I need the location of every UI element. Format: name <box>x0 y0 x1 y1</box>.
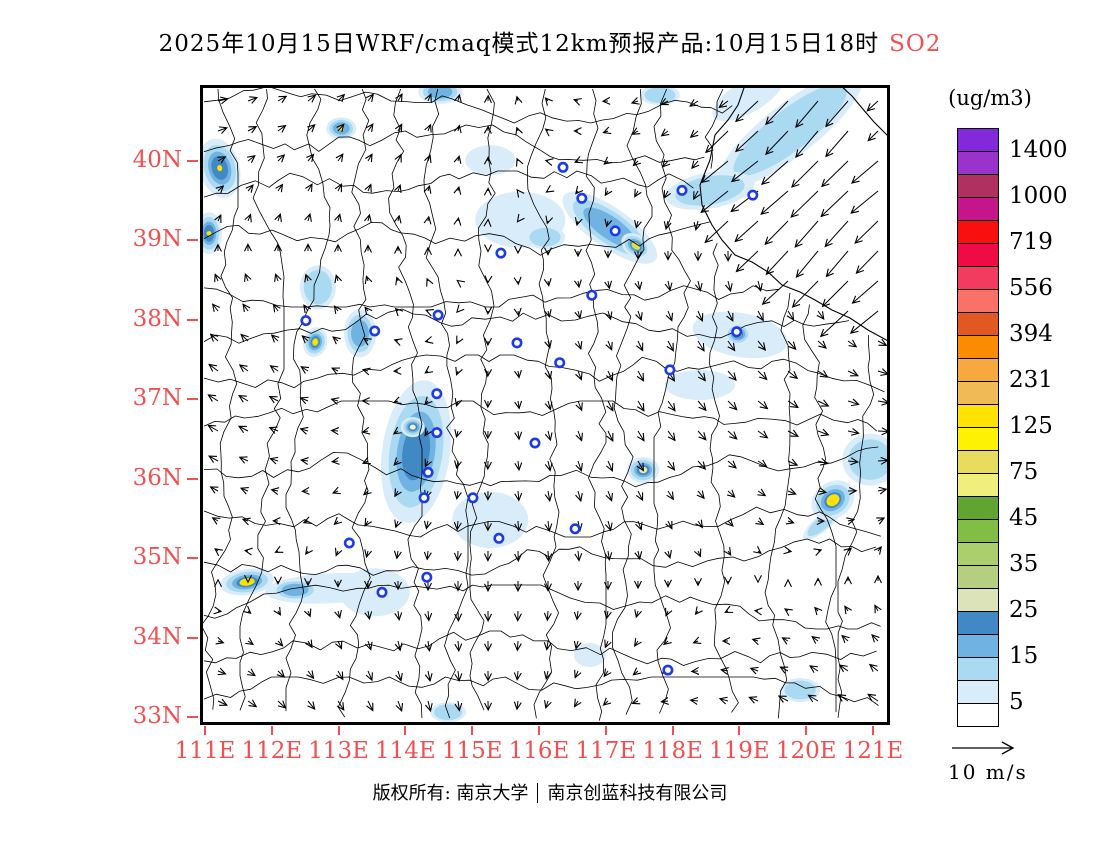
legend-swatch <box>957 312 999 336</box>
legend-swatch <box>957 450 999 474</box>
county-boundaries <box>203 88 885 721</box>
footer-divider <box>537 783 539 803</box>
lat-tick-label: 33N <box>132 703 182 729</box>
lon-tick-mark <box>805 726 808 735</box>
lon-tick-mark <box>471 726 474 735</box>
lon-tick-mark <box>738 726 741 735</box>
legend-swatch <box>957 404 999 428</box>
legend-value-label: 25 <box>1009 597 1039 623</box>
lon-tick-mark <box>204 726 206 735</box>
legend-value-label: 719 <box>1009 229 1053 255</box>
lon-tick-label: 115E <box>441 738 503 764</box>
legend-swatch <box>957 611 999 635</box>
legend-value-label: 75 <box>1009 459 1039 485</box>
lon-tick-mark <box>270 726 273 735</box>
lon-tick-mark <box>604 726 607 735</box>
lon-tick-mark <box>671 726 674 735</box>
forecast-map <box>200 85 890 725</box>
wind-vector-arrows <box>207 93 887 713</box>
legend-swatch <box>957 266 999 290</box>
lat-tick-label: 34N <box>132 623 182 650</box>
legend-swatch <box>957 427 999 451</box>
legend-value-label: 45 <box>1009 505 1039 531</box>
city-markers <box>300 161 759 676</box>
lon-tick-label: 112E <box>241 738 303 764</box>
legend-swatch <box>957 473 999 497</box>
legend-value-label: 15 <box>1009 643 1039 669</box>
wind-scale: 10 m/s <box>946 736 1076 784</box>
lat-tick-mark <box>187 239 198 242</box>
legend-swatch <box>957 588 999 612</box>
lat-tick-label: 40N <box>132 146 182 173</box>
legend-swatch <box>957 519 999 543</box>
lon-tick-label: 121E <box>842 738 904 764</box>
footer-left: 版权所有: 南京大学 <box>372 783 529 804</box>
lat-tick-mark <box>187 318 198 321</box>
lat-tick-label: 39N <box>132 226 182 253</box>
color-scale-legend: 1400 1000 719 556 394 231 125 75 45 35 25 15 5 <box>957 128 1068 727</box>
legend-swatch <box>957 243 999 267</box>
legend-value-label: 35 <box>1009 551 1039 577</box>
copyright-footer: 版权所有: 南京大学 南京创蓝科技有限公司 <box>0 779 1100 805</box>
lat-tick-mark <box>187 477 198 480</box>
lon-tick-label: 111E <box>174 738 236 764</box>
legend-swatch <box>957 565 999 589</box>
lat-tick-label: 38N <box>132 305 182 332</box>
legend-value-label: 394 <box>1009 321 1053 347</box>
legend-swatch <box>957 151 999 175</box>
wind-scale-label: 10 m/s <box>948 760 1028 784</box>
lat-tick-mark <box>187 557 198 560</box>
wind-scale-arrow <box>952 741 1015 755</box>
lon-tick-label: 114E <box>375 738 436 764</box>
legend-swatch <box>957 657 999 681</box>
lat-tick-label: 35N <box>132 544 182 571</box>
lon-tick-label: 118E <box>642 738 703 764</box>
legend-swatch <box>957 358 999 382</box>
lon-tick-label: 120E <box>775 738 837 764</box>
title-species: SO2 <box>889 31 942 57</box>
lon-tick-label: 119E <box>709 738 770 764</box>
legend-swatch <box>957 335 999 359</box>
legend-value-label: 5 <box>1009 689 1024 715</box>
legend-swatch <box>957 289 999 313</box>
lat-tick-mark <box>187 159 198 162</box>
legend-value-label: 1400 <box>1009 137 1068 163</box>
footer-right: 南京创蓝科技有限公司 <box>547 783 728 804</box>
lon-tick-mark <box>872 726 874 735</box>
legend-swatch <box>957 381 999 405</box>
lat-tick-mark <box>187 636 198 639</box>
lon-tick-label: 113E <box>308 738 369 764</box>
lat-tick-label: 36N <box>132 464 182 491</box>
coastline <box>699 88 887 341</box>
lon-tick-mark <box>538 726 540 735</box>
legend-value-label: 1000 <box>1009 183 1068 209</box>
legend-value-label: 125 <box>1009 413 1053 439</box>
legend-swatch <box>957 680 999 704</box>
lon-tick-label: 117E <box>575 738 637 764</box>
lon-tick-mark <box>337 726 340 735</box>
lat-tick-mark <box>187 716 198 718</box>
lat-tick-label: 37N <box>132 385 182 412</box>
lat-tick-mark <box>187 398 198 401</box>
lon-tick-mark <box>404 726 407 735</box>
legend-swatch <box>957 220 999 244</box>
page-title: 2025年10月15日WRF/cmaq模式12km预报产品:10月15日18时 S… <box>0 24 1100 58</box>
lon-tick-label: 116E <box>508 738 570 764</box>
legend-value-label: 556 <box>1009 275 1053 301</box>
legend-swatch <box>957 634 999 658</box>
legend-units: (ug/m3) <box>948 86 1032 110</box>
legend-swatch <box>957 496 999 520</box>
map-frame <box>200 85 890 725</box>
legend-swatch <box>957 128 999 152</box>
legend-swatch <box>957 703 999 727</box>
legend-swatch <box>957 197 999 221</box>
so2-concentration-plumes <box>203 88 887 722</box>
title-main: 2025年10月15日WRF/cmaq模式12km预报产品:10月15日18时 <box>158 31 880 57</box>
legend-swatch <box>957 174 999 198</box>
legend-value-label: 231 <box>1009 367 1053 393</box>
legend-swatch <box>957 542 999 566</box>
